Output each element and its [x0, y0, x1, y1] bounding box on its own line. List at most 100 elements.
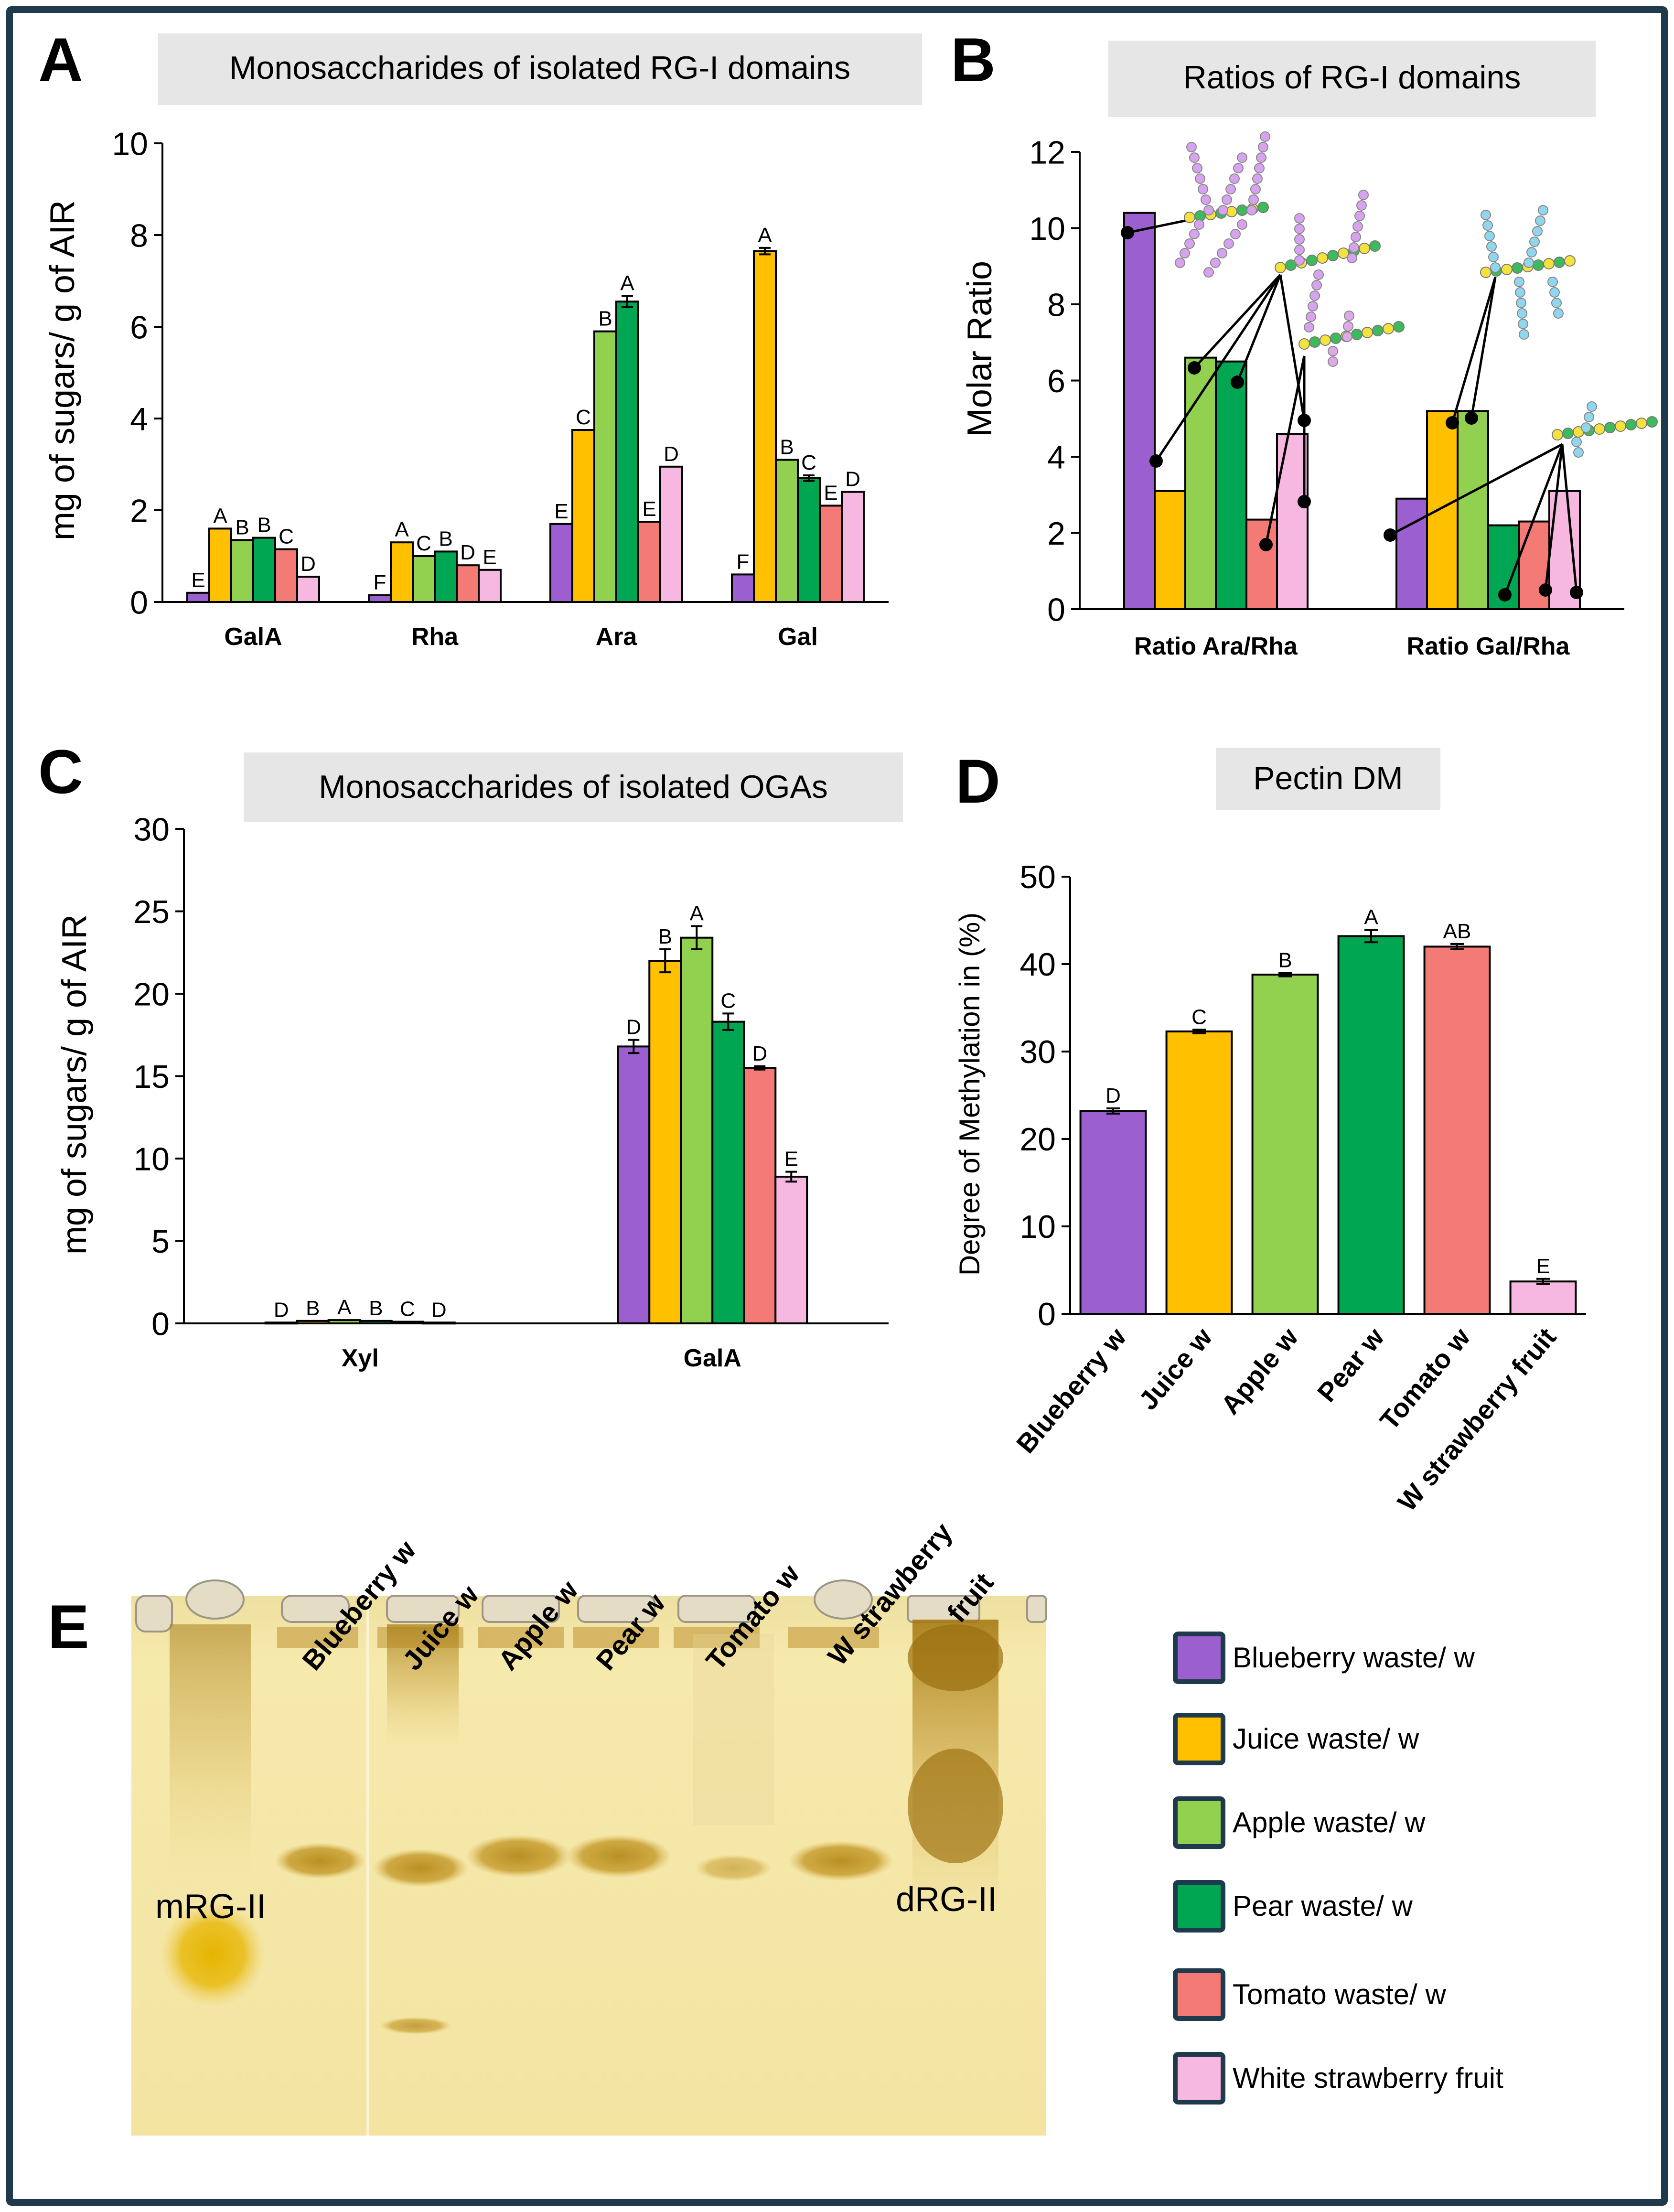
- rg-i-structure-icons: [1121, 131, 1658, 601]
- sugar-residue-icon: [1358, 190, 1369, 200]
- bar: [819, 505, 843, 603]
- y-tick-label: 6: [130, 309, 148, 345]
- x-category-label: Rha: [411, 623, 459, 651]
- rg-i-structure-gal-icon: [1446, 277, 1497, 430]
- sugar-residue-icon: [1195, 173, 1205, 184]
- sugar-residue-icon: [1304, 322, 1314, 333]
- sugar-residue-icon: [1594, 423, 1605, 435]
- sugar-residue-icon: [1222, 194, 1232, 205]
- legend-swatch: [1173, 1796, 1225, 1849]
- sugar-residue-icon: [1538, 205, 1548, 215]
- sugar-residue-icon: [1532, 226, 1543, 236]
- sugar-residue-icon: [1646, 416, 1658, 428]
- sugar-residue-icon: [1549, 287, 1560, 298]
- bar: [753, 250, 777, 603]
- significance-letter: D: [752, 1042, 767, 1065]
- sugar-residue-icon: [1490, 262, 1501, 273]
- significance-letter: C: [801, 451, 816, 474]
- sugar-residue-icon: [1252, 173, 1263, 184]
- sugar-residue-icon: [1309, 290, 1320, 301]
- sugar-residue-icon: [1309, 336, 1320, 348]
- sugar-residue-icon: [1201, 194, 1211, 205]
- legend-label: White strawberry fruit: [1233, 2062, 1503, 2094]
- sugar-residue-icon: [1383, 323, 1394, 334]
- y-axis-label: mg of sugars/ g of AIR: [55, 914, 94, 1255]
- sugar-residue-icon: [1359, 243, 1370, 254]
- bar: [637, 521, 661, 603]
- panel-a-title-box: [158, 33, 922, 105]
- y-tick-label: 2: [130, 493, 148, 529]
- bar: [422, 1321, 456, 1325]
- sugar-residue-icon: [1218, 205, 1228, 215]
- y-tick-label: 0: [1047, 591, 1065, 628]
- bar: [412, 555, 436, 603]
- bar: [274, 548, 298, 603]
- sugar-residue-icon: [1362, 327, 1373, 338]
- significance-letter: B: [235, 515, 249, 539]
- legend-label: Blueberry waste/ w: [1233, 1642, 1475, 1674]
- sugar-residue-icon: [1198, 184, 1208, 194]
- sugar-residue-icon: [1554, 257, 1565, 268]
- bar: [456, 564, 480, 603]
- sugar-residue-icon: [1517, 308, 1527, 319]
- sugar-residue-icon: [1330, 333, 1341, 344]
- sugar-residue-icon: [1294, 213, 1305, 224]
- sugar-residue-icon: [1488, 252, 1499, 262]
- panel-c: C Monosaccharides of isolated OGAs mg of…: [38, 737, 903, 1372]
- y-tick-label: 0: [151, 1306, 170, 1342]
- bar: [1423, 945, 1491, 1315]
- sugar-residue-icon: [1294, 224, 1305, 234]
- significance-letter: B: [1278, 948, 1292, 972]
- sugar-residue-icon: [1524, 258, 1534, 268]
- sugar-residue-icon: [1514, 277, 1524, 287]
- sugar-residue-icon: [1501, 264, 1513, 275]
- y-tick-label: 8: [130, 217, 148, 254]
- sugar-residue-icon: [1512, 262, 1523, 274]
- y-tick-label: 4: [1047, 439, 1065, 475]
- sugar-residue-icon: [1184, 238, 1195, 249]
- y-tick-label: 20: [133, 976, 170, 1012]
- sugar-residue-icon: [1328, 346, 1338, 356]
- sugar-residue-icon: [1369, 240, 1381, 252]
- sugar-residue-icon: [1258, 142, 1268, 152]
- y-axis-label: Molar Ratio: [961, 261, 999, 437]
- y-tick-label: 15: [133, 1059, 170, 1095]
- sugar-residue-icon: [1237, 152, 1247, 163]
- sugar-residue-icon: [1352, 221, 1363, 232]
- y-tick-label: 12: [1029, 134, 1065, 171]
- bar: [615, 301, 639, 603]
- legend-swatch: [1173, 1968, 1225, 2021]
- bar: [711, 1020, 745, 1324]
- drg-ii-label: dRG-II: [896, 1880, 997, 1919]
- bar: [390, 1321, 424, 1325]
- bar: [1123, 212, 1156, 611]
- significance-letter: E: [191, 569, 205, 592]
- y-tick-label: 10: [1029, 211, 1065, 247]
- legend-swatch: [1173, 1880, 1225, 1933]
- legend-swatch: [1173, 2052, 1225, 2105]
- bar: [593, 330, 617, 603]
- legend-label: Juice waste/ w: [1233, 1723, 1419, 1755]
- sugar-residue-icon: [1294, 255, 1305, 266]
- x-category-label: Ratio Gal/Rha: [1407, 633, 1570, 660]
- bar: [368, 594, 392, 603]
- sugar-residue-icon: [1311, 280, 1322, 290]
- significance-letter: D: [626, 1016, 641, 1039]
- sugar-residue-icon: [1533, 259, 1544, 271]
- bar: [549, 523, 573, 603]
- significance-letter: E: [784, 1148, 798, 1171]
- significance-letter: F: [737, 550, 750, 573]
- sugar-residue-icon: [1175, 258, 1185, 268]
- sugar-residue-icon: [1526, 247, 1537, 258]
- sugar-residue-icon: [1229, 173, 1240, 184]
- y-axis-label: mg of sugars/ g of AIR: [43, 200, 82, 540]
- sugar-residue-icon: [1519, 329, 1529, 340]
- sugar-residue-icon: [1237, 219, 1247, 230]
- sugar-residue-icon: [1349, 242, 1359, 253]
- bar: [571, 429, 595, 603]
- significance-letter: C: [576, 406, 591, 429]
- sugar-residue-icon: [1189, 229, 1200, 239]
- y-axis-label: Degree of Methylation in (%): [954, 913, 986, 1276]
